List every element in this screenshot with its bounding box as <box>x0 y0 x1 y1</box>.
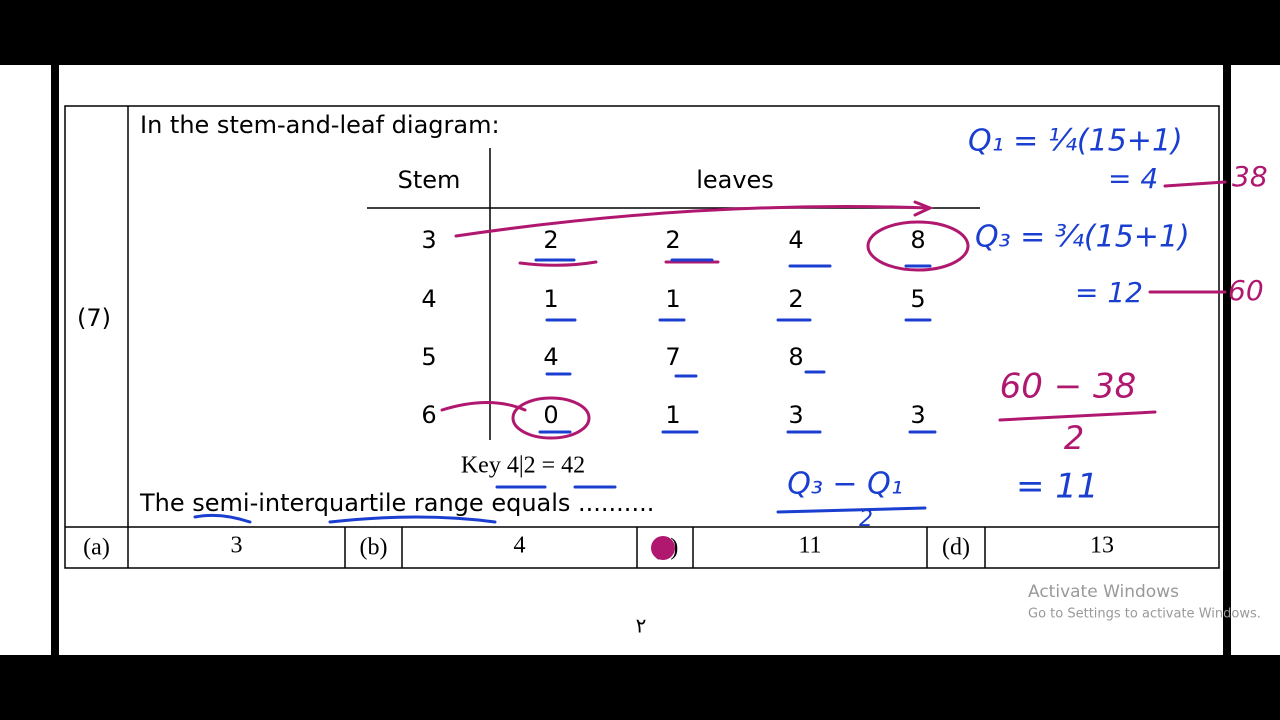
question-number: (7) <box>77 304 111 332</box>
option-value: 13 <box>1090 533 1114 559</box>
leaf: 8 <box>788 343 803 371</box>
annotation: 60 − 38 <box>1000 367 1137 407</box>
annotation: = 4 <box>1108 162 1158 195</box>
annotation: Q₃ = ¾(15+1) <box>975 220 1190 255</box>
annotation: 60 <box>1228 274 1264 307</box>
leaf: 1 <box>543 285 558 313</box>
table-lines <box>64 105 1220 569</box>
stem-header: Stem <box>398 166 461 194</box>
page-number: ٢ <box>636 614 647 638</box>
option-value: 3 <box>231 533 243 559</box>
option-label: (a) <box>83 535 110 561</box>
leaf: 4 <box>543 343 558 371</box>
leaves-header: leaves <box>696 166 774 194</box>
leaf: 2 <box>665 226 680 254</box>
leaf: 2 <box>788 285 803 313</box>
annotation: Q₃ − Q₁ <box>787 467 903 502</box>
key: Key 4|2 = 42 <box>461 453 585 479</box>
leaf: 5 <box>910 285 925 313</box>
leaf: 1 <box>665 401 680 429</box>
page-area <box>0 65 1280 655</box>
leaf: 0 <box>543 401 558 429</box>
stem: 5 <box>421 343 436 371</box>
stem: 3 <box>421 226 436 254</box>
leaf: 2 <box>543 226 558 254</box>
annotation: 2 <box>859 507 873 532</box>
leaf: 3 <box>788 401 803 429</box>
leaf: 7 <box>665 343 680 371</box>
annotation: Q₁ = ¼(15+1) <box>968 124 1183 159</box>
leaf: 4 <box>788 226 803 254</box>
watermark-title: Activate Windows <box>1028 582 1179 602</box>
ink <box>193 180 1227 524</box>
leaf: 1 <box>665 285 680 313</box>
annotation: 38 <box>1232 160 1268 193</box>
leaf: 3 <box>910 401 925 429</box>
watermark-subtitle: Go to Settings to activate Windows. <box>1028 607 1261 622</box>
option-value: 4 <box>514 533 526 559</box>
annotation: = 11 <box>1016 467 1099 507</box>
option-value: 11 <box>798 533 821 559</box>
annotation: = 12 <box>1075 276 1143 309</box>
prompt: In the stem-and-leaf diagram: <box>140 111 500 139</box>
right-border <box>1223 65 1231 655</box>
stem: 6 <box>421 401 436 429</box>
option-label: (d) <box>942 535 970 561</box>
stem: 4 <box>421 285 436 313</box>
option-label: (b) <box>360 535 388 561</box>
left-border <box>51 65 59 655</box>
answer-mark <box>651 536 675 560</box>
question-text: The semi-interquartile range equals ....… <box>139 489 654 517</box>
leaf: 8 <box>910 226 925 254</box>
annotation: 2 <box>1064 419 1084 457</box>
